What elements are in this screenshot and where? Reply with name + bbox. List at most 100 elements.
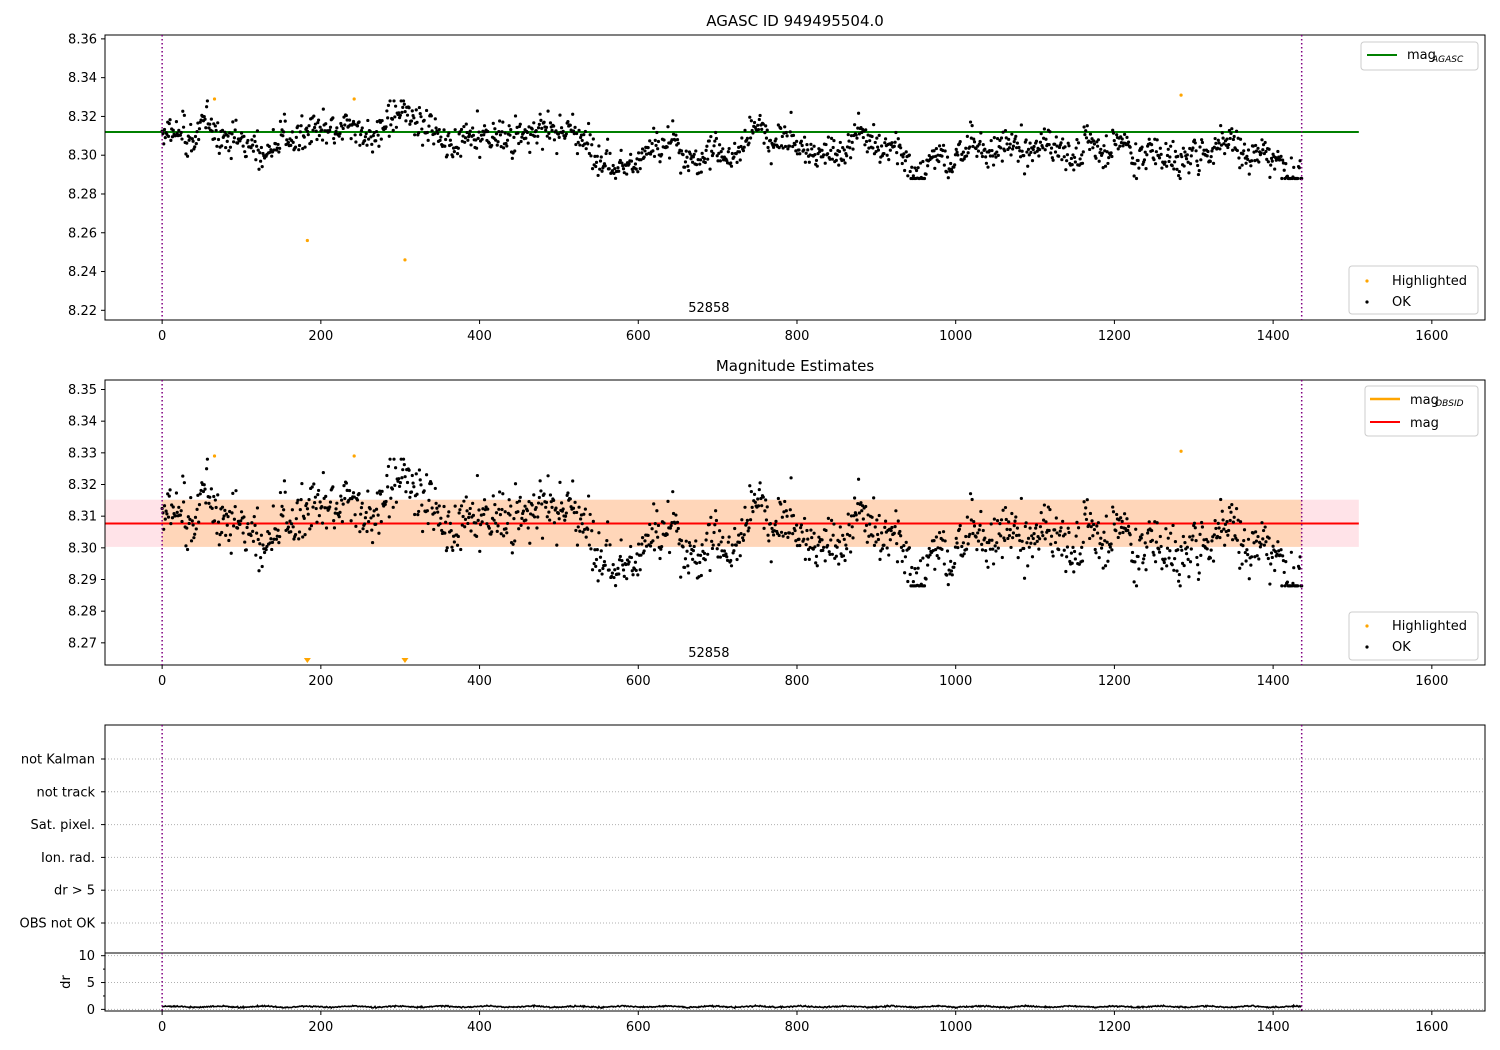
- panel2-ok-point: [921, 556, 925, 560]
- panel2-ok-point: [464, 495, 468, 499]
- panel2-ok-point: [497, 507, 501, 511]
- panel1-ok-point: [377, 144, 381, 148]
- panel1-ok-point: [976, 149, 981, 153]
- panel1-ok-point: [343, 123, 347, 127]
- panel2-ok-point: [679, 539, 684, 543]
- panel1-ok-point: [777, 146, 781, 150]
- panel2-ok-point: [1244, 559, 1248, 563]
- panel2-ok-point: [503, 510, 507, 514]
- panel1-ok-point: [597, 144, 601, 148]
- panel1-ok-point: [627, 162, 631, 166]
- panel2-ok-point: [435, 506, 439, 510]
- panel1-ok-point: [1011, 144, 1016, 148]
- panel1-ok-point: [1145, 153, 1149, 157]
- panel1-ok-point: [548, 121, 553, 125]
- panel2-ok-point: [1154, 540, 1158, 544]
- panel2-ok-point: [732, 549, 736, 553]
- panel1-ok-point: [995, 150, 999, 154]
- panel1-ok-point: [895, 151, 899, 155]
- panel1-ok-point: [1099, 147, 1103, 151]
- panel1-ok-point: [599, 155, 603, 159]
- panel2-ok-point: [1072, 570, 1076, 574]
- panel2-ok-point: [876, 537, 881, 542]
- panel1-ok-point: [1037, 154, 1041, 158]
- panel2-ok-point: [630, 569, 634, 573]
- panel1-ok-point: [648, 139, 652, 143]
- panel1-ok-point: [988, 148, 992, 153]
- panel1-title: AGASC ID 949495504.0: [706, 12, 884, 30]
- panel2-ok-point: [842, 537, 846, 541]
- panel2-ok-point: [394, 466, 398, 470]
- panel2-ok-point: [314, 506, 318, 511]
- panel2-ok-point: [1261, 528, 1266, 533]
- panel2-ok-point: [751, 510, 755, 514]
- panel1-ok-point: [1184, 157, 1189, 161]
- panel1-ok-point: [233, 128, 237, 132]
- panel1-ok-point: [713, 139, 717, 143]
- panel1-ok-point: [665, 145, 669, 149]
- panel1-ok-point: [965, 134, 969, 138]
- panel1-ok-point: [407, 106, 411, 110]
- panel1-ok-point: [719, 149, 723, 154]
- panel2-ok-point: [593, 548, 597, 552]
- panel2-ok-point: [748, 518, 753, 522]
- panel2-ok-point: [417, 468, 422, 472]
- panel1-ok-point: [189, 122, 193, 127]
- panel1-ok-point: [1038, 140, 1043, 144]
- panel1-ok-point: [307, 124, 311, 128]
- panel2-ok-point: [552, 498, 556, 502]
- panel1-ok-point: [501, 120, 505, 124]
- panel2-ok-point: [908, 572, 912, 576]
- panel1-ok-point: [656, 139, 661, 144]
- panel1-ok-point: [421, 143, 425, 147]
- panel2-ok-point: [1185, 545, 1189, 549]
- panel1-ok-point: [705, 144, 709, 148]
- panel1-ok-point: [1234, 129, 1239, 133]
- panel2-ok-point: [1192, 521, 1197, 525]
- panel1-ok-point: [286, 140, 291, 145]
- panel1-ok-point: [652, 126, 656, 130]
- panel1-ok-point: [970, 124, 974, 128]
- panel1-xtick-label: 0: [158, 329, 166, 344]
- panel1-ok-point: [505, 144, 509, 148]
- panel2-ok-point: [889, 529, 893, 533]
- panel1-ok-point: [1168, 155, 1172, 159]
- panel2-ok-point: [530, 503, 534, 507]
- panel2-ok-point: [256, 537, 260, 542]
- panel2-ok-point: [993, 544, 997, 548]
- panel1-ok-point: [398, 113, 402, 117]
- panel1-ok-point: [563, 136, 567, 140]
- panel1-ok-point: [774, 137, 778, 141]
- panel2-ok-point: [764, 518, 769, 522]
- panel2-ok-point: [385, 473, 389, 478]
- panel2-ok-point: [740, 518, 744, 522]
- panel1-ok-point: [629, 159, 634, 163]
- panel2-ok-point: [975, 548, 979, 552]
- panel2-ok-point: [294, 517, 298, 521]
- panel2-ok-point: [181, 500, 186, 504]
- panel2-ok-point: [264, 548, 268, 552]
- panel1-ok-point: [1051, 158, 1055, 162]
- panel1-ok-point: [250, 138, 254, 142]
- panel2-ok-point: [419, 483, 423, 487]
- panel1-ok-point: [1018, 155, 1023, 159]
- panel2-ok-point: [1049, 534, 1054, 538]
- panel2-ok-point: [1115, 512, 1119, 517]
- panel1-ok-point: [448, 138, 452, 142]
- panel1-ok-point: [606, 137, 610, 141]
- panel2-ok-point: [399, 457, 403, 461]
- panel2-ok-point: [1062, 548, 1066, 552]
- panel2-ok-point: [1096, 521, 1100, 525]
- panel2-ok-point: [952, 565, 956, 569]
- panel1-ok-point: [415, 120, 419, 124]
- panel1-ok-point: [764, 136, 769, 140]
- panel1-ok-point: [414, 108, 418, 112]
- panel1-ok-point: [629, 152, 633, 156]
- panel2-ok-point: [278, 534, 282, 539]
- panel1-ytick-label: 8.22: [68, 304, 97, 319]
- panel2-ok-point: [550, 505, 554, 509]
- panel2-ok-point: [1100, 542, 1104, 547]
- panel2-ok-point: [536, 515, 540, 519]
- panel2-ok-point: [477, 508, 481, 512]
- panel2-ok-point: [978, 523, 982, 528]
